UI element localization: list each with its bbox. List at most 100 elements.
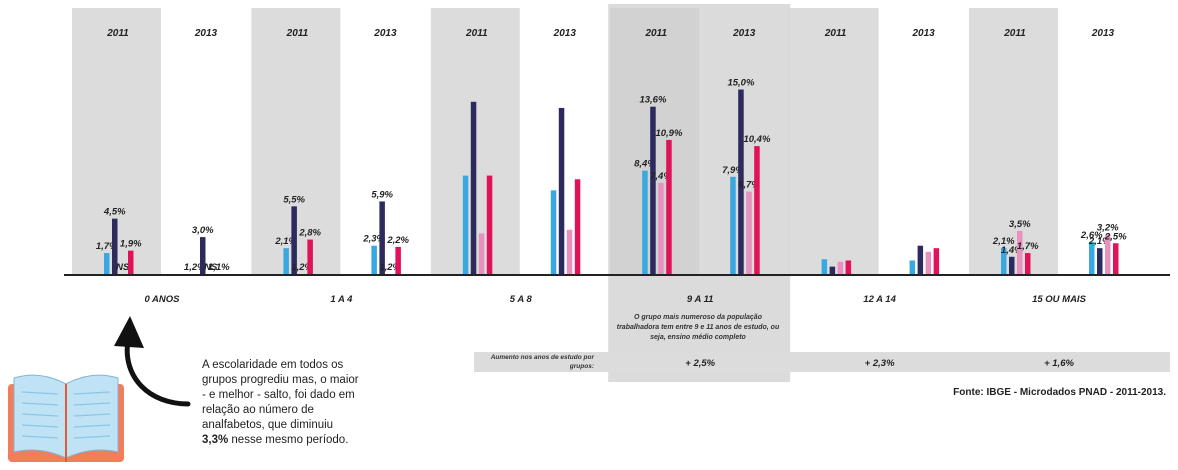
bar-crimson: [128, 250, 134, 274]
bar-light-blue: [642, 170, 648, 274]
book-line-icon: [21, 424, 59, 428]
highlight-band: [608, 4, 791, 382]
value-label: 2,3%: [362, 234, 385, 245]
callout-text: A escolaridade em todos os grupos progre…: [202, 358, 362, 448]
bar-navy: [558, 107, 565, 274]
book-line-icon: [21, 402, 59, 406]
book-line-icon: [21, 413, 59, 417]
bar-pink: [566, 229, 573, 274]
value-label: 5,5%: [283, 194, 305, 205]
panel-2011-4: [789, 8, 879, 274]
bar-crimson: [1025, 253, 1031, 274]
increase-value: + 1,6%: [1044, 358, 1074, 369]
year-label: 2011: [286, 28, 309, 39]
bar-navy: [738, 89, 744, 274]
bar-navy: [379, 201, 385, 274]
bar-crimson: [666, 139, 672, 274]
bar-crimson: [486, 175, 493, 274]
category-label: 12 A 14: [863, 294, 896, 305]
book-line-icon: [73, 402, 111, 406]
category-label: 15 OU MAIS: [1032, 294, 1087, 305]
bar-navy: [200, 237, 206, 274]
bar-navy: [917, 245, 924, 274]
bar-pink: [478, 233, 485, 274]
bar-light-blue: [550, 190, 557, 274]
bar-pink: [1105, 234, 1111, 274]
increase-label: Aumento nos anos de estudo por grupos:: [490, 354, 594, 370]
year-label: 2011: [106, 28, 129, 39]
value-label: 7,9%: [722, 165, 744, 176]
year-label: 2013: [194, 28, 218, 39]
bar-light-blue: [104, 253, 110, 274]
value-label: 3,2%: [1097, 223, 1119, 234]
year-label: 2011: [1003, 28, 1026, 39]
value-label: 2,6%: [1080, 230, 1103, 241]
callout-text-before: A escolaridade em todos os grupos progre…: [202, 359, 359, 431]
callout-highlight: 3,3%: [202, 434, 229, 446]
bar-navy: [1009, 256, 1015, 274]
year-label: 2013: [553, 28, 577, 39]
callout-text-after: nesse mesmo período.: [228, 434, 349, 446]
curved-arrow-icon: [124, 337, 191, 407]
value-label: 3,0%: [192, 225, 214, 236]
value-label: 2,2%: [386, 235, 409, 246]
value-label: 5,9%: [371, 189, 393, 200]
book-line-icon: [73, 424, 111, 428]
panel-2011-5: [969, 8, 1058, 274]
value-label: 1,1%: [208, 262, 230, 273]
bar-pink: [746, 191, 752, 274]
category-label: 9 A 11: [687, 294, 714, 305]
value-label: NS: [116, 262, 130, 273]
bar-navy: [1097, 248, 1103, 274]
value-label: 3,5%: [1009, 219, 1031, 230]
year-label: 2013: [373, 28, 397, 39]
bar-crimson: [933, 248, 940, 274]
year-label: 2013: [1091, 28, 1115, 39]
value-label: 4,5%: [103, 207, 126, 218]
bar-navy: [112, 218, 118, 274]
year-label: 2013: [732, 28, 756, 39]
group-note: O grupo mais numeroso da população traba…: [616, 314, 780, 341]
bar-navy: [470, 101, 477, 274]
source-note: Fonte: IBGE - Microdados PNAD - 2011-201…: [953, 387, 1166, 398]
category-label: 1 A 4: [330, 294, 353, 305]
value-label: 2,5%: [1104, 231, 1127, 242]
year-label: 2013: [911, 28, 935, 39]
book-line-icon: [73, 391, 111, 395]
bar-light-blue: [1001, 248, 1007, 274]
value-label: 13,6%: [639, 95, 666, 106]
bar-crimson: [395, 246, 401, 274]
value-label: 6,7%: [738, 180, 760, 191]
value-label: 2,1%: [274, 236, 297, 247]
bar-crimson: [574, 179, 581, 274]
value-label: 1,2%: [379, 262, 401, 273]
value-label: 1,2%: [291, 262, 313, 273]
increase-value: + 2,3%: [865, 358, 895, 369]
bar-light-blue: [283, 248, 289, 274]
book-line-icon: [73, 413, 111, 417]
category-label: 5 A 8: [510, 294, 533, 305]
value-label: 1,2%: [184, 262, 206, 273]
bar-pink: [837, 261, 844, 274]
book-line-icon: [73, 435, 111, 439]
arrow-head-icon: [114, 316, 144, 348]
value-label: 10,9%: [655, 128, 682, 139]
bar-navy: [829, 266, 836, 274]
year-label: 2011: [824, 28, 847, 39]
bar-pink: [658, 182, 664, 274]
value-label: 7,4%: [650, 171, 672, 182]
bar-light-blue: [909, 260, 916, 274]
increase-band: [474, 352, 1170, 372]
bar-crimson: [754, 146, 760, 274]
bar-light-blue: [730, 176, 736, 274]
book-right-page-icon: [65, 374, 119, 459]
value-label: 2,1%: [1088, 236, 1111, 247]
bar-pink: [1017, 230, 1023, 274]
value-label: 1,9%: [120, 239, 142, 250]
bar-light-blue: [462, 175, 469, 274]
value-label: 1,4%: [1001, 245, 1023, 256]
bar-light-blue: [371, 245, 377, 274]
bar-crimson: [1113, 243, 1119, 274]
bar-crimson: [307, 239, 313, 274]
